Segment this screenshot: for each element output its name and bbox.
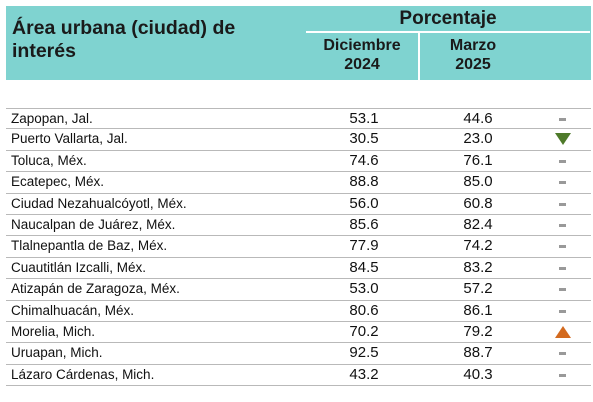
table-row: Cuautitlán Izcalli, Méx. 84.5 83.2 (6, 258, 591, 280)
december-2024-value: 53.0 (349, 280, 379, 298)
december-year: 2024 (344, 56, 380, 73)
trend-indicator (546, 279, 578, 299)
equal-dash-icon (559, 266, 566, 270)
march-year: 2025 (455, 56, 491, 73)
december-2024-value: 88.8 (349, 173, 379, 191)
table-row: Zapopan, Jal. 53.1 44.6 (6, 108, 591, 130)
trend-indicator (546, 151, 578, 171)
december-2024-value: 53.1 (349, 110, 379, 127)
december-2024-value: 30.5 (349, 130, 379, 148)
trend-indicator (546, 172, 578, 192)
trend-indicator (546, 322, 578, 342)
march-2025-value: 88.7 (463, 344, 493, 362)
equal-dash-icon (559, 202, 566, 206)
march-2025-value: 86.1 (463, 301, 493, 319)
table-header (6, 6, 591, 80)
trend-indicator (546, 129, 578, 149)
march-2025-value: 79.2 (463, 322, 493, 340)
december-2024-value: 85.6 (349, 215, 379, 233)
trend-indicator (546, 215, 578, 235)
march-2025-value: 85.0 (463, 173, 493, 191)
arrow-up-icon (555, 325, 571, 338)
march-2025-value: 60.8 (463, 194, 493, 212)
city-name: Cuautitlán Izcalli, Méx. (11, 259, 147, 275)
december-label: Diciembre (323, 37, 401, 54)
city-name: Atizapán de Zaragoza, Méx. (11, 281, 180, 297)
table-row: Toluca, Méx. 74.6 76.1 (6, 151, 591, 173)
equal-dash-icon (559, 223, 566, 227)
table-row: Morelia, Mich. 70.2 79.2 (6, 322, 591, 344)
city-name: Lázaro Cárdenas, Mich. (11, 366, 155, 382)
trend-indicator (546, 109, 578, 129)
equal-dash-icon (559, 181, 566, 185)
trend-indicator (546, 301, 578, 321)
march-2025-value: 82.4 (463, 215, 493, 233)
table-row: Uruapan, Mich. 92.5 88.7 (6, 343, 591, 365)
december-2024-value: 92.5 (349, 344, 379, 362)
equal-dash-icon (559, 352, 566, 356)
march-2025-value: 74.2 (463, 237, 493, 255)
header-column-divider (418, 33, 420, 80)
equal-dash-icon (559, 309, 566, 313)
table-row: Ecatepec, Méx. 88.8 85.0 (6, 172, 591, 194)
march-2025-column-header: Marzo 2025 (420, 36, 526, 74)
december-2024-value: 56.0 (349, 194, 379, 212)
december-2024-value: 43.2 (349, 365, 379, 383)
city-name: Uruapan, Mich. (11, 345, 103, 361)
trend-indicator (546, 194, 578, 214)
table-row: Puerto Vallarta, Jal. 30.5 23.0 (6, 129, 591, 151)
arrow-down-icon (555, 133, 571, 146)
trend-indicator (546, 258, 578, 278)
march-2025-value: 44.6 (463, 110, 493, 127)
percentage-group-header: Porcentaje (399, 8, 497, 29)
december-2024-column-header: Diciembre 2024 (306, 36, 418, 74)
table-row: Lázaro Cárdenas, Mich. 43.2 40.3 (6, 365, 591, 387)
december-2024-value: 70.2 (349, 322, 379, 340)
city-name: Naucalpan de Juárez, Méx. (11, 216, 176, 232)
city-name: Tlalnepantla de Baz, Méx. (11, 238, 168, 254)
equal-dash-icon (559, 373, 566, 377)
equal-dash-icon (559, 159, 566, 163)
table-row: Chimalhuacán, Méx. 80.6 86.1 (6, 301, 591, 322)
table-row: Ciudad Nezahualcóyotl, Méx. 56.0 60.8 (6, 194, 591, 215)
table-row: Tlalnepantla de Baz, Méx. 77.9 74.2 (6, 236, 591, 258)
december-2024-value: 74.6 (349, 151, 379, 169)
city-name: Puerto Vallarta, Jal. (11, 131, 128, 147)
table-body: Zapopan, Jal. 53.1 44.6 Puerto Vallarta, Ja… (6, 108, 591, 387)
city-name: Morelia, Mich. (11, 323, 96, 339)
march-2025-value: 40.3 (463, 365, 493, 383)
december-2024-value: 77.9 (349, 237, 379, 255)
area-column-header: Área urbana (ciudad) de interés (12, 17, 236, 62)
december-2024-value: 84.5 (349, 258, 379, 276)
equal-dash-icon (559, 118, 566, 121)
trend-indicator (546, 365, 578, 385)
city-name: Ecatepec, Méx. (11, 174, 105, 190)
city-name: Toluca, Méx. (11, 152, 87, 168)
equal-dash-icon (559, 288, 566, 292)
march-2025-value: 76.1 (463, 151, 493, 169)
city-name: Zapopan, Jal. (11, 111, 93, 126)
march-2025-value: 23.0 (463, 130, 493, 148)
march-2025-value: 83.2 (463, 258, 493, 276)
march-label: Marzo (449, 37, 497, 54)
city-name: Chimalhuacán, Méx. (11, 302, 135, 318)
december-2024-value: 80.6 (349, 301, 379, 319)
march-2025-value: 57.2 (463, 280, 493, 298)
table-row: Naucalpan de Juárez, Méx. 85.6 82.4 (6, 215, 591, 237)
table-row: Atizapán de Zaragoza, Méx. 53.0 57.2 (6, 279, 591, 301)
trend-indicator (546, 343, 578, 363)
trend-indicator (546, 236, 578, 256)
equal-dash-icon (559, 245, 566, 249)
header-divider (306, 31, 590, 33)
city-name: Ciudad Nezahualcóyotl, Méx. (11, 195, 187, 211)
